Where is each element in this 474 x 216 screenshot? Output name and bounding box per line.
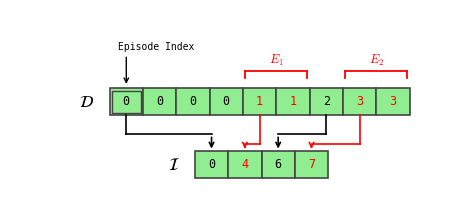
Text: 3: 3	[356, 95, 363, 108]
Text: $E_2$: $E_2$	[369, 53, 384, 68]
Bar	[310, 88, 343, 115]
Bar	[109, 88, 143, 115]
Text: 7: 7	[308, 158, 315, 172]
Bar	[343, 88, 376, 115]
Bar	[112, 91, 141, 113]
Text: 3: 3	[389, 95, 396, 108]
Text: 0: 0	[190, 95, 197, 108]
Text: $\mathcal{I}$: $\mathcal{I}$	[167, 156, 179, 174]
Bar	[243, 88, 276, 115]
Bar	[376, 88, 410, 115]
Text: 0: 0	[208, 158, 215, 172]
Text: $E_1$: $E_1$	[269, 53, 283, 68]
Text: 2: 2	[323, 95, 330, 108]
Text: 1: 1	[256, 95, 263, 108]
Bar	[143, 88, 176, 115]
Bar	[210, 88, 243, 115]
Text: $\mathcal{D}$: $\mathcal{D}$	[79, 93, 94, 111]
Bar	[295, 151, 328, 178]
Bar	[228, 151, 262, 178]
Bar	[276, 88, 310, 115]
Text: 6: 6	[274, 158, 282, 172]
Text: 1: 1	[289, 95, 296, 108]
Text: 0: 0	[156, 95, 163, 108]
Text: 0: 0	[223, 95, 230, 108]
Text: 4: 4	[241, 158, 248, 172]
Bar	[262, 151, 295, 178]
Text: Episode Index: Episode Index	[118, 42, 194, 52]
Bar	[176, 88, 210, 115]
Text: 0: 0	[123, 95, 130, 108]
Bar	[195, 151, 228, 178]
